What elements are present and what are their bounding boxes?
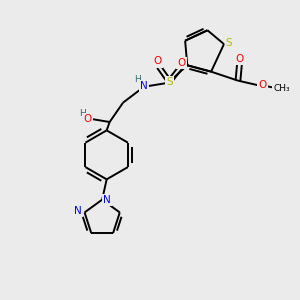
Text: S: S <box>226 38 232 48</box>
Text: N: N <box>103 195 111 205</box>
Text: N: N <box>74 206 82 216</box>
Text: CH₃: CH₃ <box>274 84 290 93</box>
Text: N: N <box>140 81 148 91</box>
Text: O: O <box>84 114 92 124</box>
Text: O: O <box>259 80 267 90</box>
Text: O: O <box>177 58 185 68</box>
Text: H: H <box>134 75 141 84</box>
Text: S: S <box>166 77 173 87</box>
Text: O: O <box>235 54 244 64</box>
Text: O: O <box>153 56 161 66</box>
Text: H: H <box>80 109 86 118</box>
